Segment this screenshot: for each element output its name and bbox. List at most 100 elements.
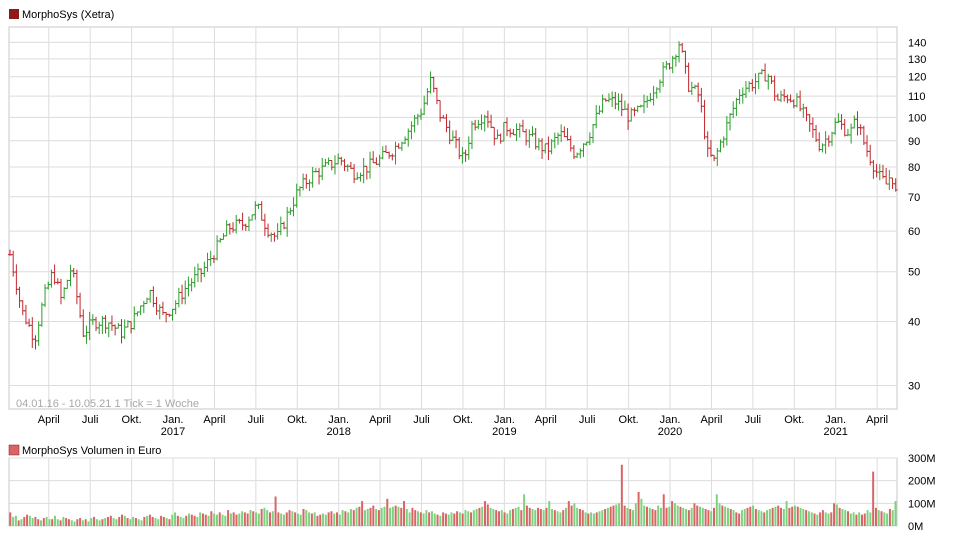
volume-bar	[687, 510, 690, 526]
volume-bar	[118, 516, 121, 526]
volume-bar	[422, 513, 425, 526]
volume-bar	[310, 513, 313, 526]
volume-bar	[567, 501, 570, 526]
volume-bar	[352, 510, 355, 526]
volume-bar	[886, 513, 889, 526]
price-x-tick-label: Jan.	[825, 414, 846, 426]
volume-bar	[397, 506, 400, 526]
volume-bar	[442, 512, 445, 526]
volume-bar	[793, 505, 796, 526]
volume-bar	[581, 510, 584, 526]
volume-bar	[137, 519, 140, 526]
price-x-tick-label: Jan.	[328, 414, 349, 426]
price-y-tick-label: 100	[908, 112, 926, 124]
ohlc-bar	[893, 178, 898, 192]
volume-bar	[101, 519, 104, 526]
volume-bar	[528, 507, 531, 526]
volume-bar	[685, 509, 688, 526]
volume-bar	[112, 518, 115, 526]
volume-bar	[430, 511, 433, 526]
volume-bar	[671, 501, 674, 526]
volume-bar	[584, 512, 587, 526]
volume-bar	[377, 510, 380, 526]
volume-bar	[503, 512, 506, 526]
volume-bar	[746, 507, 749, 526]
volume-bar	[182, 518, 185, 526]
volume-bar	[42, 518, 45, 526]
volume-bar	[632, 510, 635, 526]
volume-bar	[562, 510, 565, 526]
volume-bar	[740, 510, 743, 526]
volume-bar	[592, 513, 595, 526]
volume-bar	[766, 510, 769, 526]
volume-bar	[199, 512, 202, 526]
volume-bar	[338, 514, 341, 526]
volume-bar	[282, 514, 285, 526]
volume-bar	[757, 510, 760, 526]
volume-bar	[874, 507, 877, 526]
volume-bar	[701, 507, 704, 526]
price-y-axis: 30 40 50 60 70 80 90 100 110 120 130 140	[908, 37, 926, 392]
volume-bar	[185, 515, 188, 526]
volume-bar	[9, 512, 12, 526]
price-plot-area	[8, 26, 898, 410]
volume-bar	[263, 507, 266, 526]
volume-bar	[715, 494, 718, 526]
volume-bar	[847, 511, 850, 526]
volume-bar	[601, 510, 604, 526]
volume-bar	[648, 507, 651, 526]
price-x-year-label: 2020	[658, 426, 682, 438]
volume-bar	[453, 513, 456, 526]
volume-bar	[782, 509, 785, 526]
volume-bar	[534, 510, 537, 526]
volume-bar	[492, 509, 495, 526]
volume-bar	[835, 504, 838, 526]
price-x-tick-label: Jan.	[494, 414, 515, 426]
volume-bar	[573, 503, 576, 526]
volume-bar	[472, 510, 475, 526]
volume-bar	[126, 518, 129, 526]
volume-bar	[718, 503, 721, 526]
volume-bar	[31, 518, 34, 526]
volume-bar	[511, 509, 514, 526]
volume-bar	[26, 514, 29, 526]
volume-bar	[129, 519, 132, 526]
volume-bar	[791, 506, 794, 526]
volume-bar	[291, 511, 294, 526]
volume-bar	[154, 518, 157, 526]
volume-bar	[821, 510, 824, 526]
volume-bar	[53, 515, 56, 526]
volume-bar	[662, 494, 665, 526]
volume-bar	[419, 512, 422, 526]
volume-bar	[606, 507, 609, 526]
volume-bar	[215, 514, 218, 526]
volume-bar	[305, 510, 308, 526]
volume-bar	[531, 509, 534, 526]
volume-bar	[81, 520, 84, 526]
volume-bar	[863, 513, 866, 526]
volume-bar	[316, 515, 319, 526]
volume-bar	[604, 509, 607, 526]
volume-bars	[9, 464, 897, 526]
volume-bar	[347, 512, 350, 526]
volume-bar	[860, 514, 863, 526]
volume-plot-area	[8, 457, 898, 527]
volume-bar	[355, 507, 358, 526]
volume-bar	[598, 511, 601, 526]
volume-bar	[389, 507, 392, 526]
volume-bar	[729, 509, 732, 526]
volume-bar	[780, 507, 783, 526]
volume-bar	[98, 520, 101, 526]
volume-bar	[90, 518, 93, 526]
volume-bar	[271, 511, 274, 526]
volume-gridlines	[9, 457, 897, 527]
volume-bar	[333, 513, 336, 526]
volume-bar	[838, 507, 841, 526]
volume-bar	[241, 511, 244, 526]
volume-bar	[570, 505, 573, 526]
volume-bar	[115, 519, 118, 526]
volume-bar	[165, 518, 168, 526]
volume-bar	[45, 516, 48, 526]
volume-bar	[464, 510, 467, 526]
volume-bar	[349, 509, 352, 526]
